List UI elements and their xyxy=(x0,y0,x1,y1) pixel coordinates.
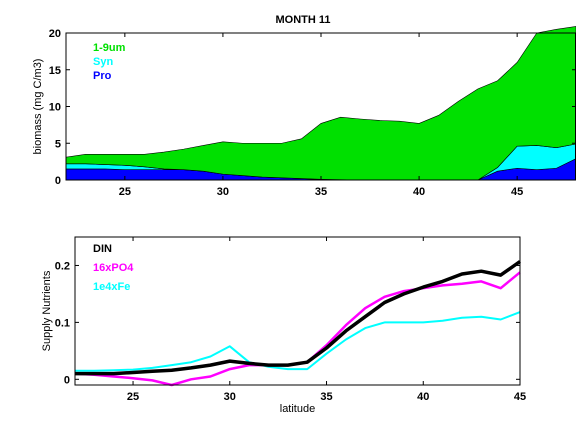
x-tick-label: 30 xyxy=(217,186,229,198)
x-axis-label: latitude xyxy=(280,403,315,415)
y-tick-label: 0.2 xyxy=(55,260,70,272)
x-tick-label: 40 xyxy=(417,391,429,403)
legend-entry: 1e4xFe xyxy=(93,281,130,293)
y-tick-label: 20 xyxy=(49,28,61,40)
y-tick-label: 15 xyxy=(49,65,61,77)
area-series-1-9um xyxy=(65,26,576,181)
y-axis-label: biomass (mg C/m3) xyxy=(32,59,44,155)
biomass-area-chart: 25 30 35 40 45 0 5 10 15 20 biomass (mg C/m3) 1-9um… xyxy=(32,26,576,198)
x-tick-label: 45 xyxy=(514,391,526,403)
x-tick-label: 35 xyxy=(320,391,332,403)
top-chart-title: MONTH 11 xyxy=(275,14,330,26)
legend-entry: Syn xyxy=(93,56,113,68)
x-tick-label: 25 xyxy=(119,186,131,198)
line-series-1e4xfe xyxy=(75,311,521,372)
legend-entry: Pro xyxy=(93,70,112,82)
legend-entry: 16xPO4 xyxy=(93,262,134,274)
x-tick-label: 40 xyxy=(413,186,425,198)
y-tick-label: 0 xyxy=(55,175,61,187)
y-axis-label: Supply Nutrients xyxy=(41,270,53,351)
legend-entry: DIN xyxy=(93,243,112,255)
x-tick-label: 25 xyxy=(127,391,139,403)
y-tick-label: 0 xyxy=(64,374,70,386)
y-tick-label: 10 xyxy=(49,102,61,114)
x-tick-label: 35 xyxy=(315,186,327,198)
y-tick-label: 5 xyxy=(55,138,61,150)
plot-frame xyxy=(74,236,521,386)
line-series-din xyxy=(75,260,522,376)
y-tick-label: 0.1 xyxy=(55,317,70,329)
x-tick-label: 30 xyxy=(224,391,236,403)
legend-entry: 1-9um xyxy=(93,42,126,54)
x-tick-label: 45 xyxy=(511,186,523,198)
